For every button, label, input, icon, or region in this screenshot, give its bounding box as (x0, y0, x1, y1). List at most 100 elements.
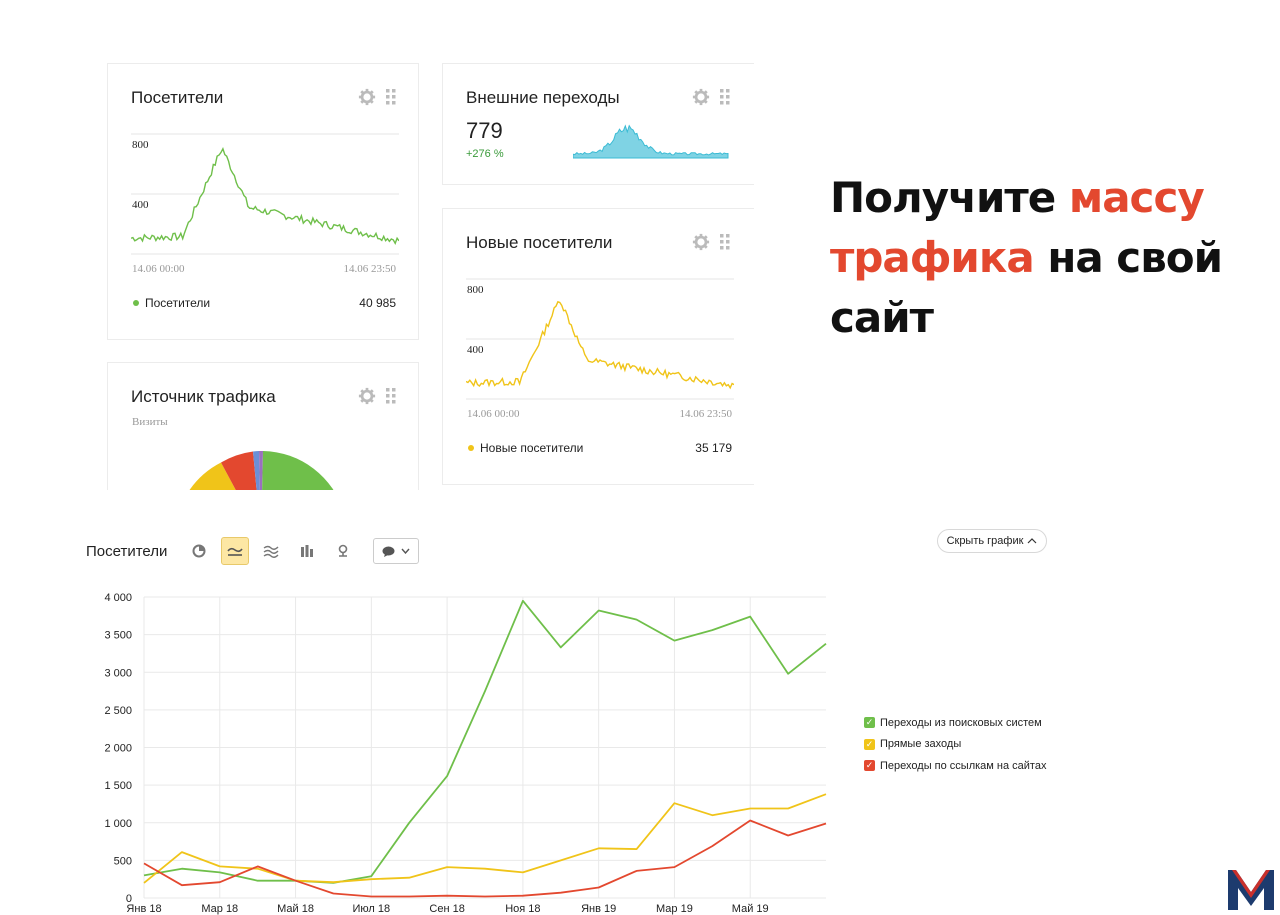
series-line (143, 599, 827, 884)
traffic-source-card: Источник трафика Визиты (107, 362, 419, 490)
legend-label: Прямые заходы (880, 738, 962, 751)
pie-chart-button[interactable] (185, 537, 213, 565)
line-chart-button[interactable] (221, 537, 250, 565)
legend-label: Переходы по ссылкам на сайтах (880, 759, 1047, 772)
y-tick-label: 2 000 (104, 743, 132, 755)
checkbox-icon[interactable]: ✓ (864, 738, 875, 750)
y-tick-label: 500 (114, 855, 132, 867)
visitors-card: Посетители 800 400 14.06 00:00 14.06 23:… (107, 63, 419, 340)
legend-dot (133, 300, 139, 306)
legend-item[interactable]: ✓ Переходы из поисковых систем (864, 712, 1046, 734)
external-value: 779 (466, 118, 503, 143)
brand-logo (1228, 870, 1274, 910)
external-change: +276 % (466, 148, 504, 160)
promo-text: Получите (830, 173, 1056, 222)
card-title: Источник трафика (131, 387, 276, 406)
promo-accent-text: трафика (830, 233, 1035, 282)
chart-legend: ✓ Переходы из поисковых систем ✓ Прямые … (864, 712, 1046, 777)
y-tick-label: 800 (132, 139, 149, 151)
x-tick-label: Май 18 (277, 903, 314, 915)
bar-chart-icon (301, 545, 314, 557)
x-axis-end-label: 14.06 23:50 (679, 408, 732, 420)
chart-toolbar: Посетители (86, 537, 420, 565)
promo-text: сайт (830, 293, 934, 342)
drag-handle-icon[interactable] (386, 89, 396, 105)
checkbox-icon[interactable]: ✓ (864, 760, 875, 772)
comment-icon (382, 546, 395, 557)
x-axis-end-label: 14.06 23:50 (343, 263, 396, 275)
area-chart-button[interactable] (257, 537, 285, 565)
pie-slice (189, 462, 236, 490)
chevron-up-icon (1028, 538, 1037, 544)
legend-dot (468, 445, 474, 451)
promo-headline: Получите массу трафика на свой сайт (830, 168, 1250, 348)
x-axis-start-label: 14.06 00:00 (467, 408, 520, 420)
x-tick-label: Май 19 (732, 903, 769, 915)
card-title: Внешние переходы (466, 88, 620, 107)
y-tick-label: 0 (126, 893, 132, 905)
map-chart-button[interactable] (329, 537, 357, 565)
legend-value: 40 985 (359, 296, 396, 310)
legend-label: Новые посетители (480, 441, 584, 455)
pie-slice (262, 451, 334, 490)
drag-handle-icon[interactable] (720, 234, 730, 250)
x-tick-label: Мар 18 (201, 903, 238, 915)
x-tick-label: Янв 18 (126, 903, 161, 915)
card-subtitle: Визиты (132, 416, 168, 428)
y-tick-label: 4 000 (104, 592, 132, 604)
y-tick-label: 3 000 (104, 667, 132, 679)
gear-icon[interactable] (692, 233, 710, 251)
legend-label: Посетители (145, 296, 211, 310)
y-tick-label: 400 (132, 199, 149, 211)
x-axis-start-label: 14.06 00:00 (132, 263, 185, 275)
drag-handle-icon[interactable] (386, 388, 396, 404)
series-line (143, 793, 827, 884)
promo-accent-text: массу (1068, 173, 1205, 222)
y-tick-label: 1 000 (104, 818, 132, 830)
line-chart-icon (227, 547, 244, 556)
visitors-line-chart: 0 500 1 000 1 500 2 000 2 500 3 000 3 500 4 000 Я… (104, 592, 827, 915)
x-tick-label: Сен 18 (429, 903, 464, 915)
legend-item: Новые посетители (468, 441, 583, 455)
chart-title: Посетители (86, 542, 168, 560)
x-tick-label: Янв 19 (581, 903, 616, 915)
legend-item[interactable]: ✓ Переходы по ссылкам на сайтах (864, 755, 1046, 777)
legend-item: Посетители (133, 296, 210, 310)
hide-chart-label: Скрыть график (946, 535, 1024, 547)
series-line (143, 819, 827, 898)
traffic-source-pie (189, 450, 334, 490)
y-tick-label: 800 (467, 284, 484, 296)
y-tick-label: 3 500 (104, 630, 132, 642)
y-tick-label: 1 500 (104, 780, 132, 792)
gear-icon[interactable] (358, 88, 376, 106)
gear-icon[interactable] (692, 88, 710, 106)
area-chart-icon (263, 545, 279, 558)
hide-chart-button[interactable]: Скрыть график (937, 529, 1047, 553)
x-tick-label: Ноя 18 (505, 903, 540, 915)
new-visitors-sparkline (466, 278, 734, 400)
map-pin-icon (339, 544, 348, 557)
x-tick-label: Июл 18 (353, 903, 391, 915)
checkbox-icon[interactable]: ✓ (864, 717, 875, 729)
promo-text: на свой (1047, 233, 1223, 282)
new-visitors-card: Новые посетители 800 400 14.06 00:00 14.… (442, 208, 754, 485)
annotations-dropdown[interactable] (373, 538, 420, 564)
legend-label: Переходы из поисковых систем (880, 716, 1042, 729)
card-title: Посетители (131, 88, 224, 107)
pie-slice (221, 451, 257, 490)
pie-slice (259, 450, 263, 490)
x-tick-label: Мар 19 (656, 903, 693, 915)
external-card: Внешние переходы 779 +276 % (442, 63, 754, 185)
y-tick-label: 2 500 (104, 705, 132, 717)
drag-handle-icon[interactable] (720, 89, 730, 105)
gear-icon[interactable] (358, 387, 376, 405)
chevron-down-icon (401, 548, 410, 554)
pie-chart-icon (192, 544, 206, 558)
y-tick-label: 400 (467, 344, 484, 356)
visitors-sparkline (131, 133, 399, 255)
legend-value: 35 179 (695, 441, 732, 455)
bar-chart-button[interactable] (293, 537, 321, 565)
legend-item[interactable]: ✓ Прямые заходы (864, 734, 1046, 756)
pie-slice (253, 451, 260, 490)
card-title: Новые посетители (466, 233, 613, 252)
